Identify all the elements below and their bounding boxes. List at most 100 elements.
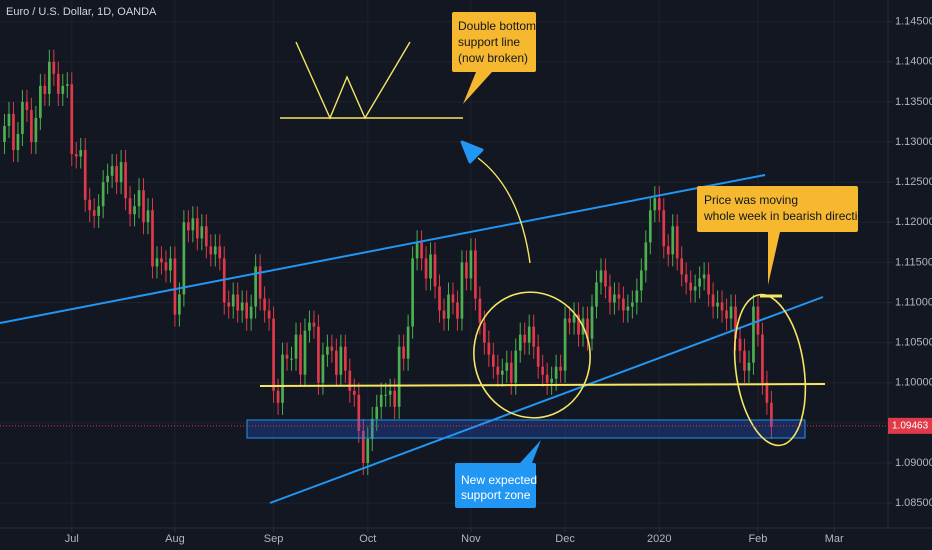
candle-body [657,198,661,211]
candle-body [160,258,163,263]
candle-body [88,199,92,211]
candle-body [97,206,101,216]
candle-body [187,222,190,231]
candle-body [65,84,69,86]
candle-body [106,175,109,183]
candle-body [420,242,423,259]
candle-body [209,246,213,255]
candle-body [550,378,553,383]
drawings: Double bottom support line (now broken) … [0,12,871,508]
x-tick-label: Nov [461,533,481,545]
candle-body [666,246,670,255]
candle-body [321,354,325,383]
callout-text: (now broken) [458,51,528,65]
candle-body [388,390,392,395]
x-tick-label: 2020 [647,533,671,545]
candle-body [227,302,231,307]
candle-body [491,354,495,367]
arrow-line [477,157,531,264]
candle-body [312,322,316,327]
candle-body [281,354,284,403]
support-zone [246,419,806,439]
candle-body [34,117,38,143]
candle-body [137,190,141,207]
candle-body [577,314,580,335]
candle-body [411,258,414,327]
candle-body [586,318,589,339]
candle-body [370,418,374,439]
candle-body [514,350,518,383]
candle-body [527,326,531,343]
candle-body [442,310,446,319]
y-tick-label: 1.10000 [895,377,932,389]
candle-body [595,282,598,307]
candle-body [339,346,343,375]
candle-body [343,346,347,371]
candle-body [191,218,195,231]
candle-body [402,346,405,359]
candle-body [164,262,168,271]
candle-body [487,342,491,355]
candle-body [155,258,159,267]
candle-body [52,61,56,74]
candle-body [361,430,365,464]
candle-body [110,166,114,176]
candle-body [285,354,289,359]
candle-body [559,366,562,371]
candle-body [590,306,594,339]
candle-body [375,406,379,419]
candle-body [330,346,334,351]
candle-body [231,294,235,307]
candle-body [734,306,737,339]
candle-body [424,258,428,279]
y-tick-label: 1.14500 [895,16,932,28]
grid [0,0,888,528]
double-bottom-sketch [295,41,411,120]
x-tick-label: Dec [555,533,575,545]
candle-body [3,125,6,143]
candle-body [74,154,78,157]
candle-body [204,226,208,247]
candle-body [303,330,307,375]
candle-body [433,254,437,287]
candle-body [644,242,648,271]
candle-body [765,382,769,403]
candle-body [299,334,302,375]
callout-text: Price was moving [704,193,798,207]
candle-body [711,294,715,307]
y-tick-label: 1.14000 [895,56,932,68]
candle-body [671,226,675,255]
candles [3,49,773,476]
candle-body [599,270,603,283]
candle-body [47,61,51,94]
candle-body [631,302,634,307]
y-tick-label: 1.09000 [895,457,932,469]
x-tick-label: Aug [165,533,185,545]
candle-body [30,109,33,143]
candle-body [532,326,536,347]
candle-body [92,210,96,216]
candle-body [545,374,549,383]
candle-body [639,270,643,291]
candle-body [70,84,74,155]
candle-body [447,294,450,319]
candle-body [438,286,441,311]
candle-body [707,274,710,295]
arrow-head [460,140,484,164]
highlight-circle [473,291,591,419]
candle-body [523,334,527,343]
candle-body [572,314,576,323]
candle-body [12,113,15,151]
candle-body [173,258,177,315]
candle-body [662,210,666,247]
candle-body [536,346,540,367]
callout-box [452,12,536,104]
candle-body [725,310,728,319]
candle-body [379,394,383,407]
candle-body [568,318,571,323]
candle-body [675,226,679,259]
candle-body [483,322,486,343]
candle-body [474,250,477,299]
callout-text: Double bottom [458,19,536,33]
candle-body [465,262,468,279]
